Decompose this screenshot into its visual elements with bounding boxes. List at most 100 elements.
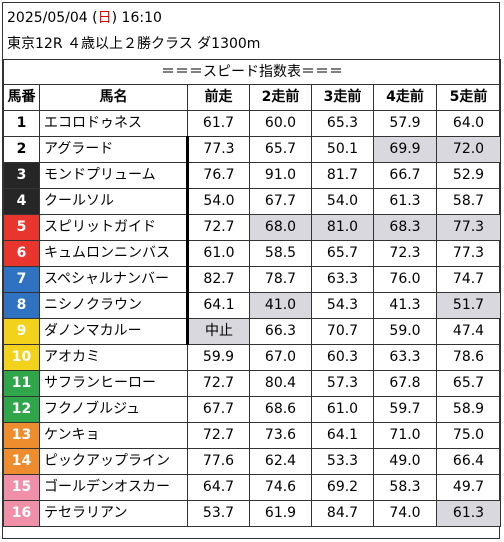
race-title: 東京12R ４歳以上２勝クラス ダ1300m bbox=[7, 36, 261, 52]
race-3back-index: 53.3 bbox=[311, 448, 374, 475]
race-2back-index: 78.7 bbox=[249, 266, 312, 293]
race-5back-index: 75.0 bbox=[435, 422, 502, 449]
horse-name: ニシノクラウン bbox=[39, 292, 188, 319]
horse-name: ケンキョ bbox=[39, 422, 188, 449]
table-row: 15 ゴールデンオスカー 64.7 74.6 69.2 58.3 49.7 bbox=[3, 474, 502, 501]
race-3back-index: 81.7 bbox=[311, 162, 374, 189]
col-header-4back: 4走前 bbox=[373, 84, 437, 111]
horse-name: クールソル bbox=[39, 188, 188, 215]
table-row: 12 フクノブルジュ 67.7 68.6 61.0 59.7 58.9 bbox=[3, 396, 502, 423]
horse-name: ピックアップライン bbox=[39, 448, 188, 475]
race-4back-index: 66.7 bbox=[373, 162, 437, 189]
col-header-2back: 2走前 bbox=[249, 84, 312, 111]
race-3back-index: 65.3 bbox=[311, 110, 374, 137]
race-2back-index: 91.0 bbox=[249, 162, 312, 189]
race-2back-index: 65.7 bbox=[249, 136, 312, 163]
last-race-index: 77.6 bbox=[187, 448, 250, 475]
last-race-index: 64.1 bbox=[186, 292, 250, 319]
race-3back-index: 84.7 bbox=[311, 500, 374, 527]
race-3back-index: 70.7 bbox=[311, 318, 374, 345]
race-2back-index: 80.4 bbox=[249, 370, 312, 397]
last-race-index: 61.0 bbox=[186, 240, 250, 267]
race-3back-index: 64.1 bbox=[311, 422, 374, 449]
table-row: 7 スペシャルナンバー 82.7 78.7 63.3 76.0 74.7 bbox=[3, 266, 502, 293]
horse-name: スピリットガイド bbox=[39, 214, 188, 241]
race-4back-index: 67.8 bbox=[373, 370, 437, 397]
race-weekday: 日 bbox=[97, 10, 112, 26]
horse-name: ゴールデンオスカー bbox=[39, 474, 188, 501]
horse-number: 3 bbox=[3, 162, 40, 189]
horse-number: 15 bbox=[3, 474, 40, 501]
race-5back-index: 66.4 bbox=[435, 448, 502, 475]
col-header-name: 馬名 bbox=[39, 84, 188, 111]
race-4back-index: 74.0 bbox=[373, 500, 437, 527]
horse-number: 10 bbox=[3, 344, 40, 371]
last-race-index: 61.7 bbox=[187, 110, 250, 137]
day-close-paren: ) bbox=[111, 10, 118, 26]
table-row: 2 アグラード 77.3 65.7 50.1 69.9 72.0 bbox=[3, 136, 502, 163]
race-date: 2025/05/04 bbox=[7, 10, 88, 26]
table-row: 16 テセラリアン 53.7 61.9 84.7 74.0 61.3 bbox=[3, 500, 502, 527]
race-4back-index: 41.3 bbox=[373, 292, 437, 319]
race-5back-index: 74.7 bbox=[435, 266, 502, 293]
race-2back-index: 66.3 bbox=[249, 318, 312, 345]
race-5back-index: 52.9 bbox=[435, 162, 502, 189]
table-row: 11 サフランヒーロー 72.7 80.4 57.3 67.8 65.7 bbox=[3, 370, 502, 397]
race-2back-index: 60.0 bbox=[249, 110, 312, 137]
race-2back-index: 62.4 bbox=[249, 448, 312, 475]
horse-number: 7 bbox=[3, 266, 40, 293]
table-row: 5 スピリットガイド 72.7 68.0 81.0 68.3 77.3 bbox=[3, 214, 502, 241]
last-race-index: 72.7 bbox=[186, 214, 250, 241]
race-4back-index: 61.3 bbox=[373, 188, 437, 215]
horse-number: 4 bbox=[3, 188, 40, 215]
race-3back-index: 81.0 bbox=[311, 214, 374, 241]
last-race-index: 82.7 bbox=[186, 266, 250, 293]
horse-number: 9 bbox=[3, 318, 40, 345]
race-2back-index: 68.0 bbox=[249, 214, 312, 241]
race-4back-index: 68.3 bbox=[373, 214, 437, 241]
col-header-number: 馬番 bbox=[3, 84, 40, 111]
col-header-3back: 3走前 bbox=[311, 84, 374, 111]
last-race-index: 59.9 bbox=[187, 344, 250, 371]
horse-name: テセラリアン bbox=[39, 500, 188, 527]
horse-name: キュムロンニンバス bbox=[39, 240, 188, 267]
race-5back-index: 64.0 bbox=[435, 110, 502, 137]
race-3back-index: 61.0 bbox=[311, 396, 374, 423]
race-5back-index: 77.3 bbox=[435, 214, 502, 241]
race-time: 16:10 bbox=[117, 10, 162, 26]
race-3back-index: 54.0 bbox=[311, 188, 374, 215]
table-row: 8 ニシノクラウン 64.1 41.0 54.3 41.3 51.7 bbox=[3, 292, 502, 319]
horse-number: 6 bbox=[3, 240, 40, 267]
race-2back-index: 67.7 bbox=[249, 188, 312, 215]
last-race-index: 72.7 bbox=[187, 422, 250, 449]
horse-name: フクノブルジュ bbox=[39, 396, 188, 423]
race-5back-index: 58.7 bbox=[435, 188, 502, 215]
table-row: 4 クールソル 54.0 67.7 54.0 61.3 58.7 bbox=[3, 188, 502, 215]
table-row: 13 ケンキョ 72.7 73.6 64.1 71.0 75.0 bbox=[3, 422, 502, 449]
horse-number: 12 bbox=[3, 396, 40, 423]
last-race-index: 77.3 bbox=[186, 136, 250, 163]
horse-number: 16 bbox=[3, 500, 40, 527]
race-5back-index: 72.0 bbox=[435, 136, 502, 163]
race-3back-index: 57.3 bbox=[311, 370, 374, 397]
horse-name: アオカミ bbox=[39, 344, 188, 371]
race-3back-index: 69.2 bbox=[311, 474, 374, 501]
race-datetime: 2025/05/04 (日) 16:10 bbox=[7, 9, 162, 27]
race-4back-index: 72.3 bbox=[373, 240, 437, 267]
race-2back-index: 61.9 bbox=[249, 500, 312, 527]
horse-name: モンドプリューム bbox=[39, 162, 188, 189]
race-3back-index: 54.3 bbox=[311, 292, 374, 319]
horse-number: 11 bbox=[3, 370, 40, 397]
race-5back-index: 49.7 bbox=[435, 474, 502, 501]
race-2back-index: 41.0 bbox=[249, 292, 312, 319]
horse-name: アグラード bbox=[39, 136, 188, 163]
horse-name: スペシャルナンバー bbox=[39, 266, 188, 293]
race-4back-index: 59.0 bbox=[373, 318, 437, 345]
table-title-row: ＝＝＝スピード指数表＝＝＝ bbox=[2, 59, 502, 85]
last-race-index: 中止 bbox=[186, 318, 250, 345]
horse-number: 14 bbox=[3, 448, 40, 475]
race-2back-index: 58.5 bbox=[249, 240, 312, 267]
horse-number: 2 bbox=[3, 136, 40, 163]
table-row: 14 ピックアップライン 77.6 62.4 53.3 49.0 66.4 bbox=[3, 448, 502, 475]
race-4back-index: 49.0 bbox=[373, 448, 437, 475]
